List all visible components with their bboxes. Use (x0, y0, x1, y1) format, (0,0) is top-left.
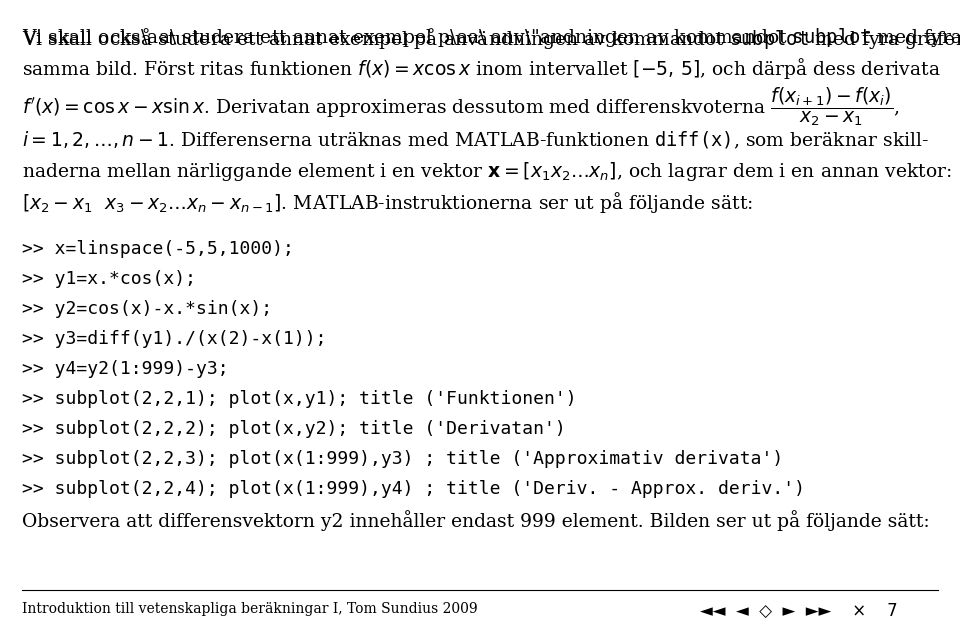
Text: Vi skall också studera ett annat exempel på användningen av kommandot $\mathtt{s: Vi skall också studera ett annat exempel… (22, 26, 960, 51)
Text: >> subplot(2,2,2); plot(x,y2); title ('Derivatan'): >> subplot(2,2,2); plot(x,y2); title ('D… (22, 420, 565, 438)
Text: >> subplot(2,2,3); plot(x(1:999),y3) ; title ('Approximativ derivata'): >> subplot(2,2,3); plot(x(1:999),y3) ; t… (22, 450, 783, 468)
Text: >> y1=x.*cos(x);: >> y1=x.*cos(x); (22, 270, 196, 288)
Text: >> y2=cos(x)-x.*sin(x);: >> y2=cos(x)-x.*sin(x); (22, 300, 272, 318)
Text: $f'(x) = \cos x - x\sin x$. Derivatan approximeras dessutom med differenskvotern: $f'(x) = \cos x - x\sin x$. Derivatan ap… (22, 86, 900, 129)
Text: naderna mellan närliggande element i en vektor $\mathbf{x} = [x_1 x_2 \ldots x_n: naderna mellan närliggande element i en … (22, 160, 951, 183)
Text: >> y3=diff(y1)./(x(2)-x(1));: >> y3=diff(y1)./(x(2)-x(1)); (22, 330, 326, 348)
Text: >> x=linspace(-5,5,1000);: >> x=linspace(-5,5,1000); (22, 240, 294, 258)
Text: Observera att differensvektorn y2 innehåller endast 999 element. Bilden ser ut p: Observera att differensvektorn y2 innehå… (22, 510, 929, 531)
Text: Introduktion till vetenskapliga beräkningar I, Tom Sundius 2009: Introduktion till vetenskapliga beräknin… (22, 602, 478, 616)
Text: >> subplot(2,2,1); plot(x,y1); title ('Funktionen'): >> subplot(2,2,1); plot(x,y1); title ('F… (22, 390, 577, 408)
Text: >> subplot(2,2,4); plot(x(1:999),y4) ; title ('Deriv. - Approx. deriv.'): >> subplot(2,2,4); plot(x(1:999),y4) ; t… (22, 480, 805, 498)
Text: $i = 1, 2, \ldots, n-1$. Differenserna uträknas med MATLAB-funktionen $\mathtt{d: $i = 1, 2, \ldots, n-1$. Differenserna u… (22, 130, 929, 151)
Text: ◄◄  ◄  ◇  ►  ►►    ×    7: ◄◄ ◄ ◇ ► ►► × 7 (700, 602, 898, 620)
Text: Vi skall ocks\aa\ studera ett annat exempel p\aa\ anv\"andningen av kommandot $\: Vi skall ocks\aa\ studera ett annat exem… (22, 26, 960, 49)
Text: $[x_2 - x_1\ \ x_3 - x_2 \ldots x_n - x_{n-1}]$. MATLAB-instruktionerna ser ut p: $[x_2 - x_1\ \ x_3 - x_2 \ldots x_n - x_… (22, 190, 753, 215)
Text: samma bild. Först ritas funktionen $f(x) = x\cos x$ inom intervallet $[-5,\,5]$,: samma bild. Först ritas funktionen $f(x)… (22, 56, 941, 81)
Text: >> y4=y2(1:999)-y3;: >> y4=y2(1:999)-y3; (22, 360, 228, 378)
